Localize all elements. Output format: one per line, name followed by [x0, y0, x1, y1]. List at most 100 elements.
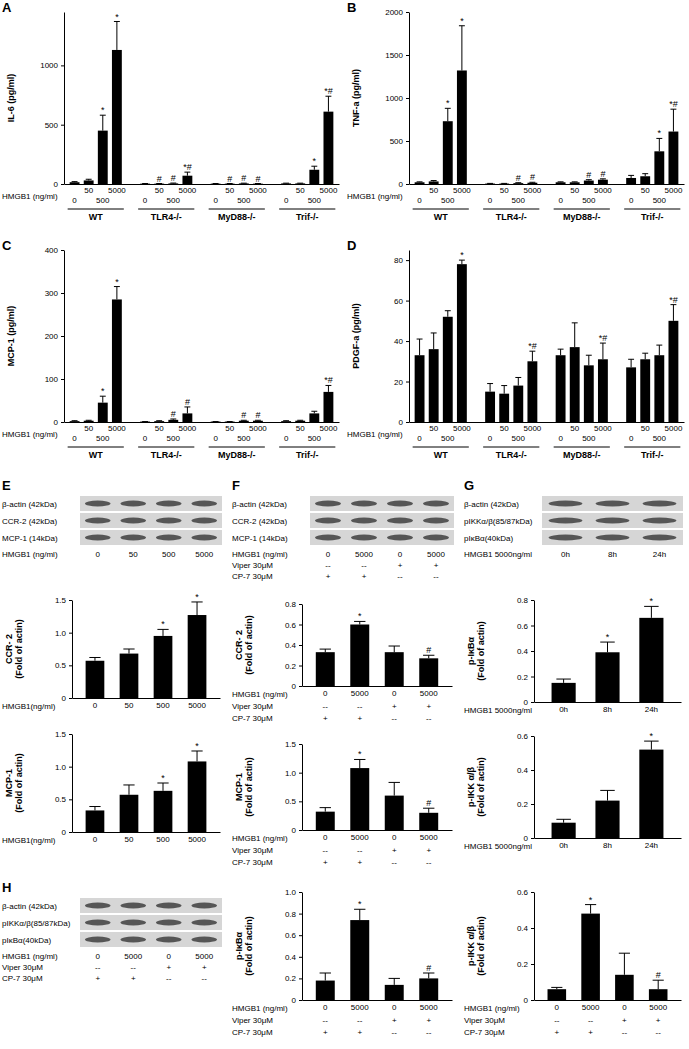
bar: [86, 810, 105, 832]
x-tick: 50: [296, 186, 305, 195]
bar: [309, 413, 319, 422]
y-tick-label: 0.2: [285, 662, 297, 671]
lane-value: --: [166, 974, 172, 983]
y-axis-line: [72, 601, 73, 699]
lane-value: 5000: [355, 550, 373, 559]
bar: [639, 618, 663, 702]
x-tick: 24h: [645, 705, 658, 714]
error-bar: [445, 108, 451, 121]
y-axis-title: (Fold of actin): [476, 757, 486, 817]
x-tick: 5000: [453, 186, 471, 195]
y-tick-label: 1.0: [285, 769, 297, 778]
y-tick-mark: [531, 677, 534, 678]
x-tick-label: 500: [653, 434, 667, 443]
y-tick-mark: [531, 892, 534, 893]
x-tick: 50: [225, 186, 234, 195]
error-bar: [283, 183, 289, 184]
y-tick: 0.6: [517, 888, 534, 897]
significance: #: [185, 397, 190, 407]
y-tick-mark: [531, 804, 534, 805]
y-tick: 1.0: [55, 763, 72, 772]
x-tick: 0: [555, 1003, 560, 1012]
y-tick-label: 400: [45, 246, 59, 255]
significance: *: [101, 386, 105, 396]
error-bar: [529, 351, 535, 361]
x-tick: 5000: [594, 186, 612, 195]
y-tick: 0.8: [285, 600, 302, 609]
y-axis-title: MCP-1 (pg/ml): [6, 306, 16, 367]
x-tick: 0: [392, 833, 397, 842]
y-tick: 0.4: [517, 647, 534, 656]
blot-band: [120, 501, 146, 507]
blot-row-label: β-actin (42kDa): [232, 500, 287, 509]
y-tick-label: 100: [45, 375, 59, 384]
y-tick-label: 0: [54, 180, 59, 189]
row-value: --: [392, 858, 398, 867]
x-axis-title: HMGB1 (ng/ml): [232, 834, 288, 843]
bar-panel: *00.20.40.60h8h24hHMGB1 5000ng/mlp-IKK α…: [464, 731, 682, 851]
significance: *: [195, 741, 199, 751]
blot-band: [85, 920, 111, 926]
lane-value: 0h: [561, 550, 570, 559]
x-tick: 0: [213, 196, 218, 205]
group-line: [624, 447, 680, 448]
error-bar: [184, 172, 190, 176]
x-tick-label: 500: [653, 196, 667, 205]
x-axis-title: HMGB1 (ng/ml): [347, 430, 403, 439]
x-tick: 50: [641, 424, 650, 433]
significance: #: [241, 410, 246, 420]
blot-band: [387, 501, 413, 507]
x-axis-title: HMGB1 (ng/ml): [347, 192, 403, 201]
group-label: TLR4-/-: [151, 212, 182, 222]
y-tick: 200: [45, 332, 64, 341]
x-tick: 5000: [249, 424, 267, 433]
y-tick-label: 0.6: [285, 931, 297, 940]
error-bar: [644, 606, 658, 617]
significance: *#: [669, 295, 678, 305]
y-tick-label: 1500: [385, 51, 403, 60]
bar: [570, 182, 580, 184]
significance: *: [446, 98, 450, 108]
blot-strip: [310, 530, 454, 545]
x-axis-title: HMGB1 (ng/ml): [2, 430, 58, 439]
lane-value: --: [95, 963, 101, 972]
y-tick: 60: [394, 297, 409, 306]
bar: [457, 70, 467, 184]
blot-row-label: pIκBα(40kDa): [2, 936, 51, 945]
x-tick: 500: [308, 196, 322, 205]
bar: [595, 801, 619, 838]
bar: [112, 299, 122, 422]
x-tick-label: 50: [225, 424, 234, 433]
x-tick-label: 24h: [645, 841, 658, 850]
error-bar: [389, 782, 400, 795]
x-tick-label: 5000: [188, 701, 206, 710]
bar: [485, 183, 495, 184]
y-tick-mark: [406, 422, 409, 423]
y-tick-mark: [299, 686, 302, 687]
significance: *: [195, 592, 199, 602]
error-bar: [213, 183, 219, 184]
error-bar: [515, 377, 521, 385]
x-tick: 0: [213, 434, 218, 443]
error-bar: [653, 980, 664, 989]
x-tick: 500: [582, 434, 596, 443]
blot-row-label: CCR-2 (42kDa): [2, 517, 57, 526]
x-tick: 5000: [523, 186, 541, 195]
y-tick: 0: [292, 682, 302, 691]
bar-panel: *#00.20.40.60.81.00500005000HMGB1 (ng/ml…: [232, 888, 453, 1037]
bar: [112, 50, 122, 184]
significance: *: [161, 619, 165, 629]
y-tick: 1.0: [55, 629, 72, 638]
bar: [188, 615, 207, 698]
x-tick-label: 0: [72, 196, 77, 205]
error-bar: [585, 905, 596, 914]
lane-value: +: [202, 963, 207, 972]
row-value: +: [357, 1028, 362, 1037]
row-value: +: [357, 714, 362, 723]
panel-letter: G: [464, 478, 474, 493]
error-bar: [213, 421, 219, 422]
error-bar: [572, 181, 578, 182]
error-bar: [89, 807, 100, 811]
significance: *: [460, 16, 464, 26]
y-tick-mark: [299, 773, 302, 774]
